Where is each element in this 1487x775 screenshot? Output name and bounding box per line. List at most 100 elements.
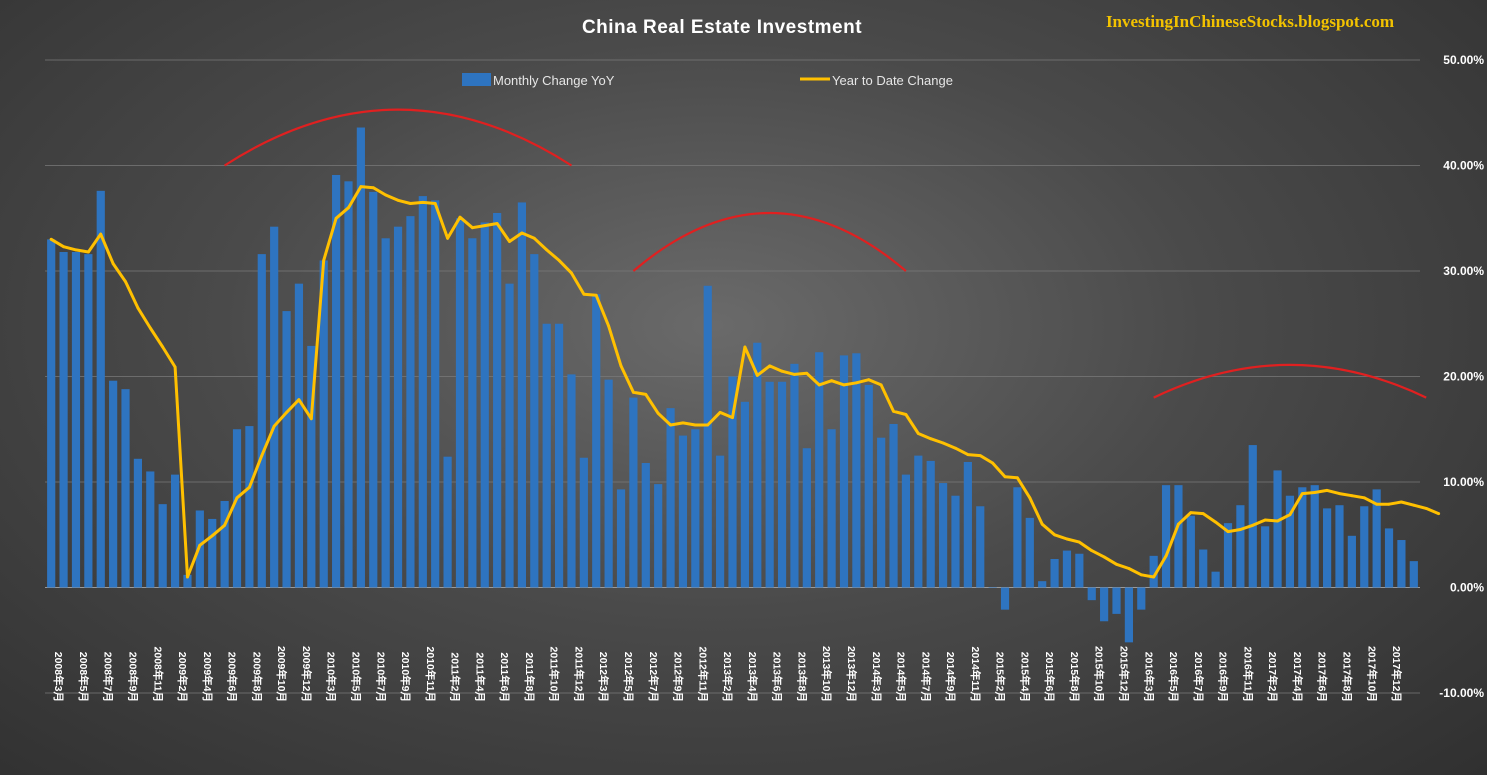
x-tick-label: 2017年10月 — [1365, 646, 1378, 702]
ytd-point-52 — [693, 423, 697, 427]
ytd-point-96 — [1239, 528, 1242, 531]
ytd-point-40 — [545, 248, 549, 252]
x-tick-label: 2015年2月 — [994, 652, 1007, 702]
y-tick-label: 30.00% — [1443, 264, 1484, 278]
bar-monthly-28 — [393, 226, 403, 588]
bar-monthly-76 — [988, 587, 997, 588]
bar-monthly-66 — [864, 384, 873, 588]
ytd-point-78 — [1016, 476, 1019, 480]
ytd-point-110 — [1412, 503, 1416, 507]
x-tick-label: 2011年12月 — [573, 647, 586, 702]
ytd-point-85 — [1102, 555, 1106, 559]
bar-monthly-95 — [1223, 523, 1233, 588]
x-tick-label: 2016年7月 — [1192, 652, 1205, 702]
bar-monthly-84 — [1087, 587, 1096, 601]
bar-monthly-11 — [183, 574, 192, 588]
ytd-point-12 — [198, 543, 202, 547]
bar-monthly-73 — [951, 495, 960, 588]
ytd-point-18 — [272, 424, 276, 428]
bar-monthly-13 — [208, 518, 217, 588]
bar-monthly-20 — [294, 283, 304, 588]
x-tick-label: 2012年11月 — [696, 647, 709, 702]
ytd-point-7 — [136, 306, 140, 310]
x-tick-label: 2010年11月 — [424, 647, 437, 702]
x-tick-label: 2011年2月 — [449, 652, 462, 702]
ytd-point-71 — [929, 437, 933, 441]
bar-monthly-3 — [84, 254, 93, 588]
x-tick-label: 2009年10月 — [275, 646, 288, 702]
bar-monthly-110 — [1409, 561, 1418, 588]
ytd-point-77 — [1003, 475, 1007, 479]
bar-monthly-105 — [1347, 535, 1356, 588]
ytd-point-10 — [173, 365, 177, 369]
bar-monthly-96 — [1236, 505, 1245, 588]
x-tick-label: 2016年11月 — [1241, 647, 1254, 702]
x-tick-label: 2012年5月 — [622, 652, 635, 702]
ytd-point-84 — [1090, 549, 1094, 552]
ytd-point-23 — [334, 216, 338, 220]
ytd-point-100 — [1288, 513, 1292, 517]
ytd-point-69 — [904, 413, 908, 416]
ytd-point-0 — [49, 237, 53, 241]
ytd-point-51 — [681, 421, 685, 425]
ytd-point-28 — [396, 198, 400, 202]
ytd-point-86 — [1115, 562, 1118, 566]
ytd-point-41 — [557, 259, 561, 262]
bar-monthly-2 — [71, 252, 81, 588]
ytd-point-90 — [1164, 554, 1168, 558]
ytd-point-31 — [433, 202, 437, 205]
bar-monthly-67 — [877, 437, 886, 588]
ytd-point-16 — [248, 485, 251, 489]
ytd-point-36 — [495, 222, 499, 225]
bar-monthly-63 — [827, 429, 836, 588]
ytd-point-46 — [619, 364, 623, 368]
ytd-point-106 — [1362, 496, 1366, 500]
x-tick-label: 2009年12月 — [300, 646, 313, 702]
bar-monthly-99 — [1273, 470, 1282, 588]
bar-monthly-0 — [47, 239, 56, 588]
x-tick-label: 2008年9月 — [127, 652, 140, 702]
x-tick-label: 2010年3月 — [325, 652, 338, 702]
x-tick-label: 2014年3月 — [870, 652, 883, 702]
bar-monthly-41 — [554, 323, 564, 588]
ytd-point-24 — [347, 206, 350, 210]
ytd-point-11 — [186, 575, 189, 579]
x-tick-label: 2015年8月 — [1068, 652, 1081, 702]
ytd-point-49 — [656, 412, 660, 415]
bar-monthly-57 — [753, 342, 762, 588]
x-tick-label: 2009年4月 — [201, 652, 214, 702]
x-tick-label: 2014年5月 — [895, 652, 908, 702]
ytd-point-102 — [1313, 491, 1317, 494]
x-tick-label: 2013年12月 — [845, 646, 858, 702]
bar-monthly-94 — [1211, 571, 1220, 588]
x-tick-label: 2013年2月 — [721, 652, 734, 702]
bar-monthly-100 — [1285, 495, 1295, 588]
x-tick-label: 2013年4月 — [746, 652, 759, 702]
bar-monthly-6 — [121, 389, 130, 588]
ytd-point-74 — [966, 453, 970, 456]
bar-monthly-52 — [691, 429, 700, 588]
bar-monthly-93 — [1199, 549, 1208, 588]
ytd-point-111 — [1424, 507, 1428, 510]
ytd-point-27 — [384, 193, 388, 197]
ytd-point-79 — [1028, 496, 1032, 500]
bar-monthly-79 — [1025, 517, 1034, 588]
bar-monthly-17 — [257, 254, 266, 588]
ytd-point-60 — [793, 373, 796, 376]
x-tick-label: 2008年5月 — [77, 652, 90, 702]
bar-monthly-90 — [1161, 485, 1171, 588]
ytd-point-94 — [1214, 520, 1217, 524]
bar-monthly-42 — [567, 374, 576, 588]
bar-monthly-109 — [1397, 540, 1406, 588]
bar-monthly-80 — [1038, 581, 1047, 588]
bar-monthly-24 — [344, 181, 353, 588]
bar-monthly-64 — [839, 355, 849, 588]
x-tick-label: 2008年3月 — [52, 652, 65, 702]
legend-swatch-monthly — [462, 73, 491, 86]
bar-monthly-85 — [1100, 587, 1109, 622]
ytd-point-5 — [111, 262, 115, 265]
bar-monthly-82 — [1062, 550, 1072, 588]
ytd-point-64 — [842, 383, 846, 387]
ytd-point-32 — [446, 236, 449, 240]
